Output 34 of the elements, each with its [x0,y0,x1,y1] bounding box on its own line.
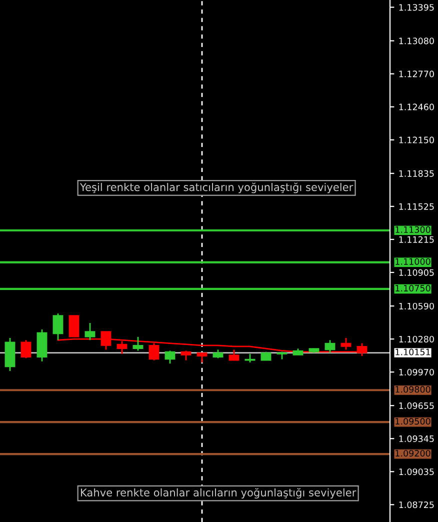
y-tick-label: 1.11215 [399,236,434,243]
candlestick [84,322,96,341]
ref-line-label: 1.11000 [396,258,430,265]
y-tick-label: 1.08725 [399,501,434,508]
ref-line-label: 1.09200 [396,450,430,457]
ref-line-label: 1.09800 [396,386,430,393]
candlestick [164,350,176,364]
candlestick [228,348,240,362]
candlestick [180,350,192,362]
y-tick-label: 1.10280 [399,336,434,342]
ref-line-label: 1.09500 [396,418,430,425]
ref-line-label: 1.10750 [396,284,430,292]
candlestick [324,339,336,354]
y-tick-label: 1.09035 [399,468,434,476]
candlestick [196,352,208,364]
y-tick-label: 1.09655 [399,402,434,410]
y-tick-label: 1.12460 [399,104,434,110]
y-tick-label: 1.12770 [399,70,434,78]
ref-line-label: 1.11300 [396,226,430,233]
y-tick-label: 1.11525 [399,203,434,210]
candlestick [132,336,144,352]
candlestick [52,312,64,341]
y-tick-label: 1.09345 [399,435,434,442]
y-tick-label: 1.11835 [399,170,434,177]
y-tick-label: 1.12150 [399,136,434,144]
y-tick-label: 1.13395 [399,4,434,11]
y-tick-label: 1.10590 [399,302,434,310]
y-tick-label: 1.09970 [399,368,434,376]
y-tick-label: 1.13080 [399,38,434,44]
annotation: Kahve renkte olanlar alıcıların yoğunlaştığı seviyeler [80,488,356,499]
annotation: Yeşil renkte olanlar satıcıların yoğunlaştığı seviyeler [80,182,354,194]
y-tick-label: 1.10905 [399,269,434,276]
ref-line-label: 1.10151 [396,348,430,356]
candlestick [20,339,32,359]
